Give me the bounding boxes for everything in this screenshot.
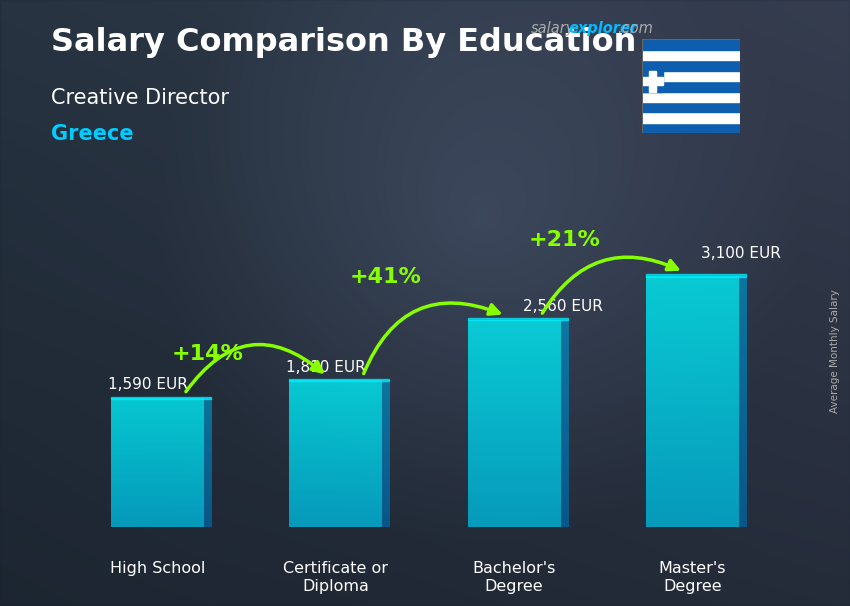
Text: Greece: Greece bbox=[51, 124, 133, 144]
Bar bbox=[646, 274, 746, 277]
FancyArrowPatch shape bbox=[364, 303, 499, 373]
Text: explorer: explorer bbox=[569, 21, 638, 36]
Bar bbox=[642, 71, 740, 81]
Bar bbox=[642, 50, 740, 60]
Text: Certificate or
Diploma: Certificate or Diploma bbox=[283, 561, 388, 593]
Bar bbox=[649, 71, 656, 92]
Text: 1,590 EUR: 1,590 EUR bbox=[108, 378, 188, 392]
Text: salary: salary bbox=[531, 21, 575, 36]
Text: 2,560 EUR: 2,560 EUR bbox=[523, 299, 603, 314]
Text: .com: .com bbox=[617, 21, 653, 36]
Bar bbox=[642, 39, 740, 50]
Text: Bachelor's
Degree: Bachelor's Degree bbox=[473, 561, 556, 593]
Text: +41%: +41% bbox=[350, 267, 422, 287]
Text: 3,100 EUR: 3,100 EUR bbox=[701, 245, 781, 261]
Bar bbox=[642, 123, 740, 133]
Bar bbox=[642, 92, 740, 102]
Bar bbox=[111, 397, 211, 399]
Bar bbox=[642, 81, 740, 92]
FancyArrowPatch shape bbox=[542, 257, 677, 313]
Bar bbox=[642, 102, 740, 113]
Text: Master's
Degree: Master's Degree bbox=[659, 561, 726, 593]
Text: Average Monthly Salary: Average Monthly Salary bbox=[830, 290, 840, 413]
Bar bbox=[642, 77, 664, 85]
Bar bbox=[290, 379, 389, 381]
Bar bbox=[468, 318, 568, 321]
Text: +14%: +14% bbox=[172, 344, 243, 364]
Text: 1,810 EUR: 1,810 EUR bbox=[286, 359, 366, 375]
Text: Creative Director: Creative Director bbox=[51, 88, 229, 108]
Text: Salary Comparison By Education: Salary Comparison By Education bbox=[51, 27, 637, 58]
Bar bbox=[642, 60, 740, 71]
Bar bbox=[642, 113, 740, 123]
Text: +21%: +21% bbox=[528, 230, 600, 250]
FancyArrowPatch shape bbox=[186, 344, 322, 391]
Text: High School: High School bbox=[110, 561, 205, 576]
Bar bbox=[642, 71, 664, 92]
